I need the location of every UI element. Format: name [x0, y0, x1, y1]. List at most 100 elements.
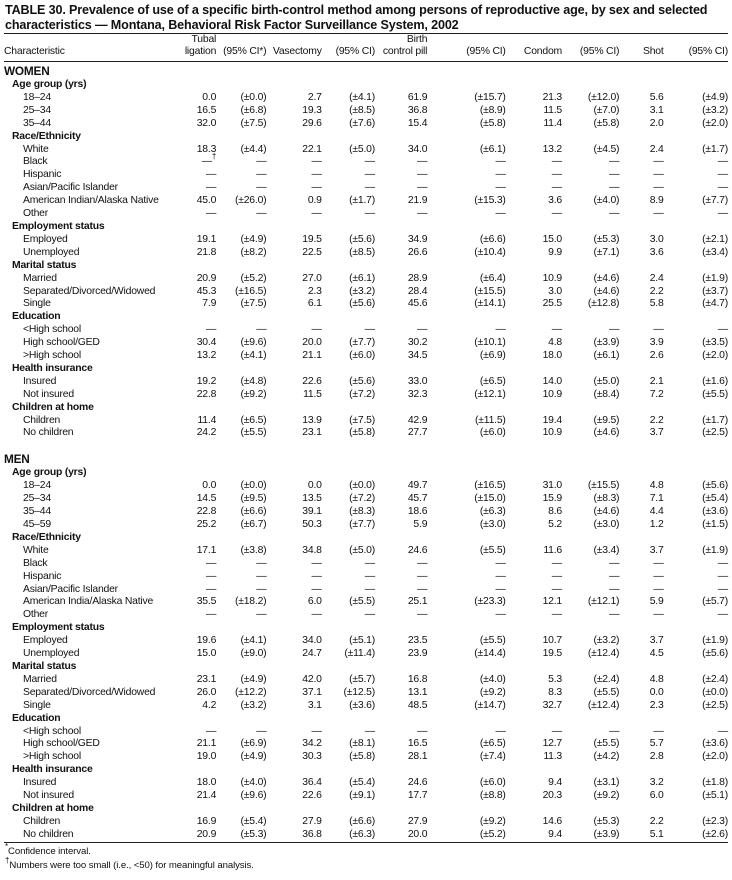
cell-value: (±1.8) — [702, 777, 728, 789]
ci-cell: — — [562, 726, 619, 739]
cell-value: 4.2 — [202, 699, 217, 711]
cell-value: 25.5 — [542, 298, 563, 310]
value-cell: 11.5 — [266, 389, 322, 402]
ci-cell: — — [664, 584, 728, 597]
value-cell: 32.0 — [171, 118, 217, 131]
cell-value: (±1.6) — [702, 375, 728, 387]
value-cell: — — [506, 609, 562, 622]
cell-value: 4.8 — [548, 337, 562, 349]
row-label: <High school — [23, 324, 81, 336]
cell-value: 19.5 — [302, 233, 322, 245]
cell-value: 11.4 — [197, 414, 217, 426]
value-cell: 25.1 — [375, 596, 428, 609]
value-cell: 36.4 — [266, 777, 322, 790]
value-cell: 10.9 — [506, 389, 563, 402]
row-label: Unemployed — [23, 648, 80, 660]
value-cell: 20.3 — [506, 790, 563, 803]
value-cell: 5.3 — [506, 674, 562, 687]
value-cell: 19.5 — [266, 233, 322, 247]
cell-value: — — [256, 169, 267, 181]
value-cell: 14.0 — [506, 376, 563, 389]
cell-value: — — [495, 324, 506, 336]
ci-cell: — — [322, 726, 375, 739]
cell-value: (±1.7) — [702, 414, 728, 426]
table-row: 25–34 16.5 (±6.8) 19.3 (±8.5) 36.8 (±8.9) 11.5 (… — [4, 105, 728, 118]
cell-value: 3.7 — [649, 427, 664, 439]
row-label: <High school — [23, 725, 81, 737]
cell-value: — — [417, 609, 428, 621]
table-body: WOMEN Age group (yrs) 18–24 0.0 (±0.0) 2.7 (±4… — [4, 62, 728, 843]
ci-cell: (±5.8) — [322, 751, 375, 764]
cell-value: (±5.2) — [240, 272, 267, 284]
cell-value: 17.1 — [196, 544, 217, 556]
ci-cell: (±9.5) — [216, 493, 267, 506]
value-cell: 24.6 — [375, 777, 428, 790]
row-label: 25–34 — [23, 104, 51, 116]
cell-value: (±0.0) — [349, 480, 375, 492]
cell-value: — — [417, 557, 428, 569]
ci-cell: (±12.4) — [562, 648, 620, 661]
value-cell: 36.8 — [266, 828, 322, 843]
top-rule — [4, 33, 728, 34]
ci-cell: (±5.8) — [562, 118, 619, 131]
cell-value: 0.0 — [649, 686, 664, 698]
value-cell: — — [375, 726, 427, 739]
value-cell: 2.3 — [619, 700, 664, 713]
value-cell: 3.0 — [619, 234, 664, 247]
group-label: Employment status — [12, 622, 105, 634]
value-cell: 4.8 — [506, 337, 562, 350]
ci-cell: (±5.5) — [562, 738, 619, 751]
cell-value: (±4.0) — [593, 195, 620, 207]
table-row: American India/Alaska Native 35.5 (±18.2) 6… — [4, 596, 728, 609]
group-label: Age group (yrs) — [12, 79, 87, 90]
cell-value: 4.5 — [649, 648, 664, 660]
cell-value: (±7.5) — [349, 414, 375, 426]
group-row: Race/Ethnicity — [4, 532, 728, 545]
cell-value: 20.3 — [542, 790, 563, 802]
cell-value: 13.5 — [302, 493, 322, 505]
cell-value: (±4.5) — [593, 143, 620, 155]
cell-value: (±8.9) — [479, 104, 506, 116]
ci-cell: — — [322, 571, 375, 584]
section-label: WOMEN — [4, 64, 50, 78]
value-cell: 61.9 — [375, 92, 428, 105]
ci-cell: (±5.4) — [322, 777, 375, 790]
cell-value: (±7.7) — [349, 337, 375, 349]
ci-cell: — — [664, 558, 728, 571]
cell-value: 42.9 — [407, 414, 428, 426]
value-cell: 45.6 — [375, 298, 428, 311]
row-label: Black — [23, 557, 48, 569]
cell-value: (±9.2) — [593, 790, 620, 802]
cell-value: (±5.3) — [593, 233, 620, 245]
value-cell: 29.6 — [266, 118, 322, 131]
cell-value: (±5.1) — [349, 635, 375, 647]
ci-cell: (±5.3) — [216, 828, 267, 843]
cell-value: 48.5 — [407, 699, 428, 711]
ci-cell: (±2.5) — [664, 427, 728, 440]
cell-value: — — [495, 182, 506, 194]
cell-value: (±5.2) — [479, 828, 506, 840]
value-cell: 25.5 — [506, 298, 563, 311]
value-cell: 4.5 — [619, 648, 664, 661]
cell-value: (±6.1) — [479, 143, 506, 155]
ci-cell: — — [562, 324, 619, 337]
cell-value: 11.3 — [543, 751, 562, 763]
cell-value: 18.0 — [542, 350, 563, 362]
cell-value: 23.1 — [196, 673, 217, 685]
table-row: Asian/Pacific Islander — — — — — — — — — — — [4, 584, 728, 597]
cell-value: 20.9 — [196, 272, 217, 284]
ci-cell: (±8.2) — [216, 247, 267, 260]
cell-value: (±9.2) — [479, 686, 506, 698]
row-label: High school/GED — [23, 337, 100, 349]
value-cell: 21.1 — [266, 350, 322, 363]
ci-cell: (±12.1) — [427, 389, 506, 402]
value-cell: 19.6 — [171, 635, 217, 648]
ci-cell: (±9.6) — [216, 337, 267, 350]
value-cell: 19.5 — [506, 648, 563, 661]
value-cell: 2.0 — [619, 118, 664, 131]
cell-value: — — [364, 557, 375, 569]
ci-cell: (±4.0) — [216, 777, 267, 790]
cell-value: 2.3 — [307, 285, 322, 297]
ci-cell: (±12.1) — [562, 596, 620, 609]
cell-value: 6.0 — [649, 790, 664, 802]
